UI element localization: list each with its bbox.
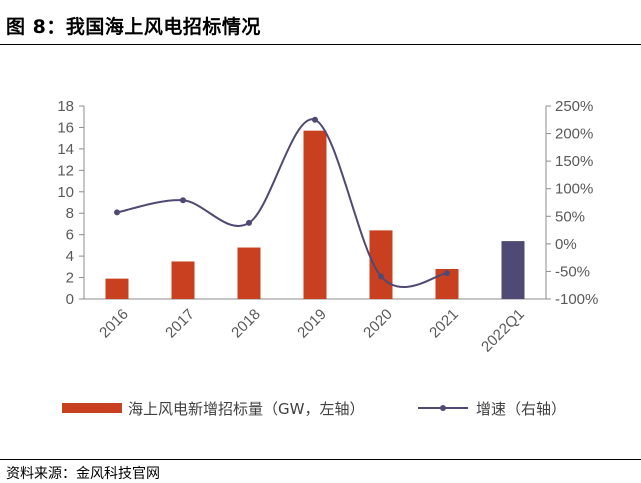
top-rule xyxy=(0,44,641,45)
right-tick-label: 250% xyxy=(555,98,593,115)
right-tick-label: -50% xyxy=(555,263,590,280)
right-tick-label: 150% xyxy=(555,153,593,170)
left-tick-label: 12 xyxy=(57,162,74,179)
legend-line-marker xyxy=(440,405,446,411)
growth-line xyxy=(116,118,448,289)
left-tick-label: 14 xyxy=(57,141,74,158)
x-tick-label: 2018 xyxy=(228,306,264,342)
left-tick-label: 8 xyxy=(66,205,74,222)
legend-line-label: 增速（右轴） xyxy=(476,400,566,418)
left-tick-label: 6 xyxy=(66,227,74,244)
x-tick-label: 2019 xyxy=(294,306,330,342)
bar xyxy=(501,241,525,299)
left-tick-label: 10 xyxy=(57,184,74,201)
right-tick-label: 50% xyxy=(555,208,585,225)
left-tick-label: 16 xyxy=(57,119,74,136)
left-tick-label: 18 xyxy=(57,98,74,115)
bar xyxy=(171,261,195,299)
x-tick-label: 2020 xyxy=(360,306,396,342)
right-tick-label: 0% xyxy=(555,236,577,253)
growth-point xyxy=(312,116,318,123)
bar xyxy=(303,130,327,299)
left-tick-label: 4 xyxy=(66,248,74,265)
bar xyxy=(435,268,459,299)
x-tick-label: 2022Q1 xyxy=(478,306,528,356)
growth-point xyxy=(180,197,186,204)
bar xyxy=(105,278,129,299)
growth-point xyxy=(246,219,252,226)
left-tick-label: 0 xyxy=(66,291,74,308)
left-tick-label: 2 xyxy=(66,270,74,287)
legend-bar-label: 海上风电新增招标量（GW，左轴） xyxy=(128,400,364,418)
growth-point xyxy=(444,270,450,277)
right-tick-label: 200% xyxy=(555,126,593,143)
bottom-rule xyxy=(0,459,641,460)
right-tick-label: 100% xyxy=(555,181,593,198)
right-tick-label: -100% xyxy=(555,291,598,308)
source-note: 资料来源：金风科技官网 xyxy=(6,466,160,482)
figure-title: 图 8：我国海上风电招标情况 xyxy=(6,16,261,38)
growth-point xyxy=(114,209,120,216)
legend-bar-swatch xyxy=(62,403,122,413)
x-tick-label: 2016 xyxy=(96,306,132,342)
bar xyxy=(237,247,261,299)
growth-point xyxy=(378,273,384,280)
x-tick-label: 2021 xyxy=(426,306,462,342)
x-tick-label: 2017 xyxy=(162,306,198,342)
